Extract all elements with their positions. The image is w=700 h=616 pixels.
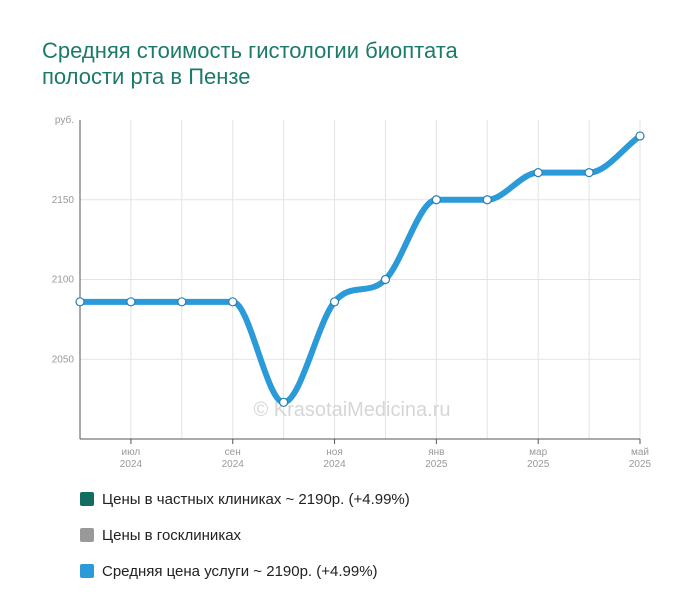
legend-swatch-private (80, 492, 94, 506)
chart-title-line-1: Средняя стоимость гистологии биоптата (42, 38, 458, 63)
x-tick-label-year: 2025 (629, 459, 652, 470)
data-point[interactable] (228, 297, 238, 307)
legend: Цены в частных клиниках ~ 2190р. (+4.99%… (80, 488, 410, 596)
x-tick-label-month: янв (428, 447, 444, 458)
legend-swatch-average (80, 564, 94, 578)
data-point[interactable] (380, 274, 391, 285)
legend-label-private: Цены в частных клиниках ~ 2190р. (+4.99%… (102, 490, 410, 508)
y-tick-label: 2050 (52, 354, 75, 365)
data-point[interactable] (279, 397, 289, 407)
data-point[interactable] (635, 131, 645, 141)
x-tick-label-month: май (631, 447, 649, 458)
x-tick-label-year: 2025 (527, 459, 550, 470)
series-line (77, 132, 643, 406)
legend-swatch-public (80, 528, 94, 542)
x-tick-label-month: сен (225, 447, 241, 458)
x-tick-label-year: 2024 (323, 459, 346, 470)
data-point[interactable] (177, 297, 187, 307)
x-tick-label-year: 2025 (425, 459, 448, 470)
chart-title: Средняя стоимость гистологии биоптата по… (42, 38, 642, 90)
y-tick-label: 2150 (52, 195, 75, 206)
data-point[interactable] (75, 297, 85, 307)
x-tick-label-month: июл (122, 447, 141, 458)
watermark: © KrasotaiMedicina.ru (253, 399, 450, 421)
data-point[interactable] (533, 168, 543, 178)
data-point[interactable] (584, 168, 594, 178)
data-point[interactable] (482, 195, 492, 205)
data-point[interactable] (329, 297, 340, 307)
legend-label-public: Цены в госклиниках (102, 526, 242, 544)
x-tick-label-year: 2024 (222, 459, 245, 470)
chart-title-line-2: полости рта в Пензе (42, 64, 251, 89)
x-tick-label-month: мар (529, 447, 547, 458)
legend-item-average[interactable]: Средняя цена услуги ~ 2190р. (+4.99%) (80, 560, 410, 582)
y-tick-label: 2100 (52, 275, 75, 286)
legend-item-private[interactable]: Цены в частных клиниках ~ 2190р. (+4.99%… (80, 488, 410, 510)
x-tick-label-month: ноя (326, 447, 343, 458)
legend-item-public[interactable]: Цены в госклиниках (80, 524, 410, 546)
x-tick-label-year: 2024 (120, 459, 143, 470)
y-axis-unit-label: руб. (55, 114, 74, 126)
data-point[interactable] (431, 195, 441, 205)
legend-label-average: Средняя цена услуги ~ 2190р. (+4.99%) (102, 562, 378, 580)
data-point[interactable] (126, 297, 136, 307)
